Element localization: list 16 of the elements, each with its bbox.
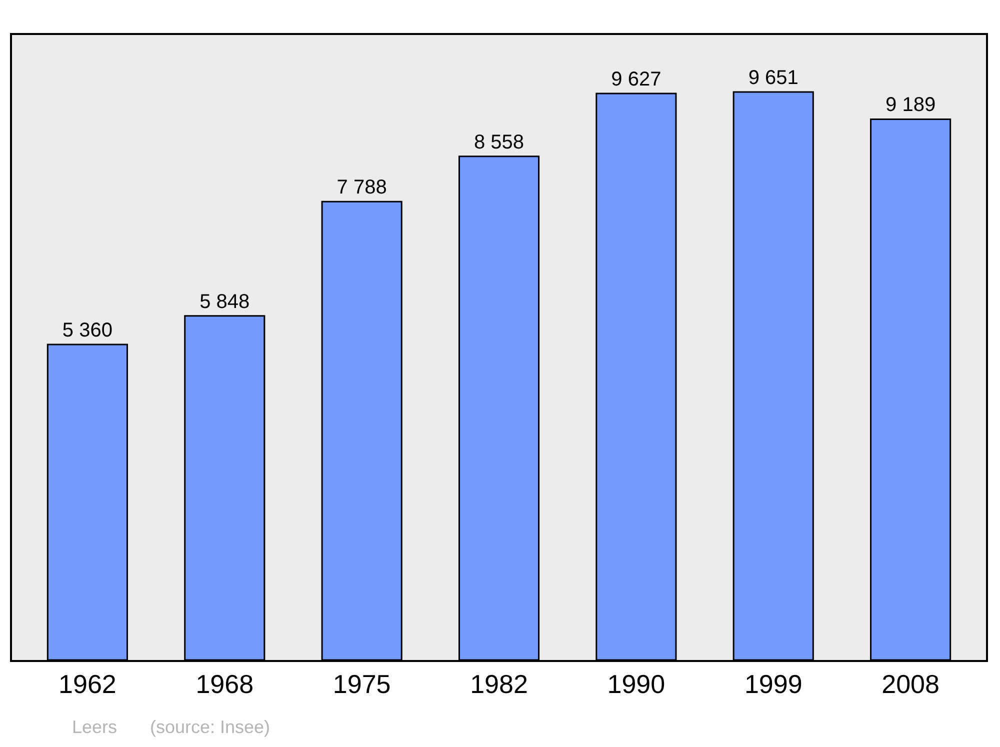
x-tick-label: 1990	[607, 669, 666, 700]
data-label: 9 627	[611, 68, 662, 90]
x-tick-label: 1999	[744, 669, 802, 700]
data-label: 5 360	[62, 320, 112, 342]
data-label: 5 848	[200, 290, 250, 313]
x-tick-label: 1962	[58, 669, 116, 700]
data-label: 9 189	[886, 94, 936, 116]
data-label: 7 788	[336, 176, 387, 199]
x-tick-label: 1975	[332, 669, 391, 700]
x-tick-label: 1968	[196, 669, 254, 700]
data-label: 8 558	[474, 131, 524, 154]
text: Leers	[72, 717, 118, 737]
data-label: 9 651	[748, 67, 798, 90]
x-tick-label: 1982	[470, 669, 528, 700]
x-tick-label: 2008	[882, 669, 940, 700]
text: (source: Insee)	[150, 717, 270, 737]
